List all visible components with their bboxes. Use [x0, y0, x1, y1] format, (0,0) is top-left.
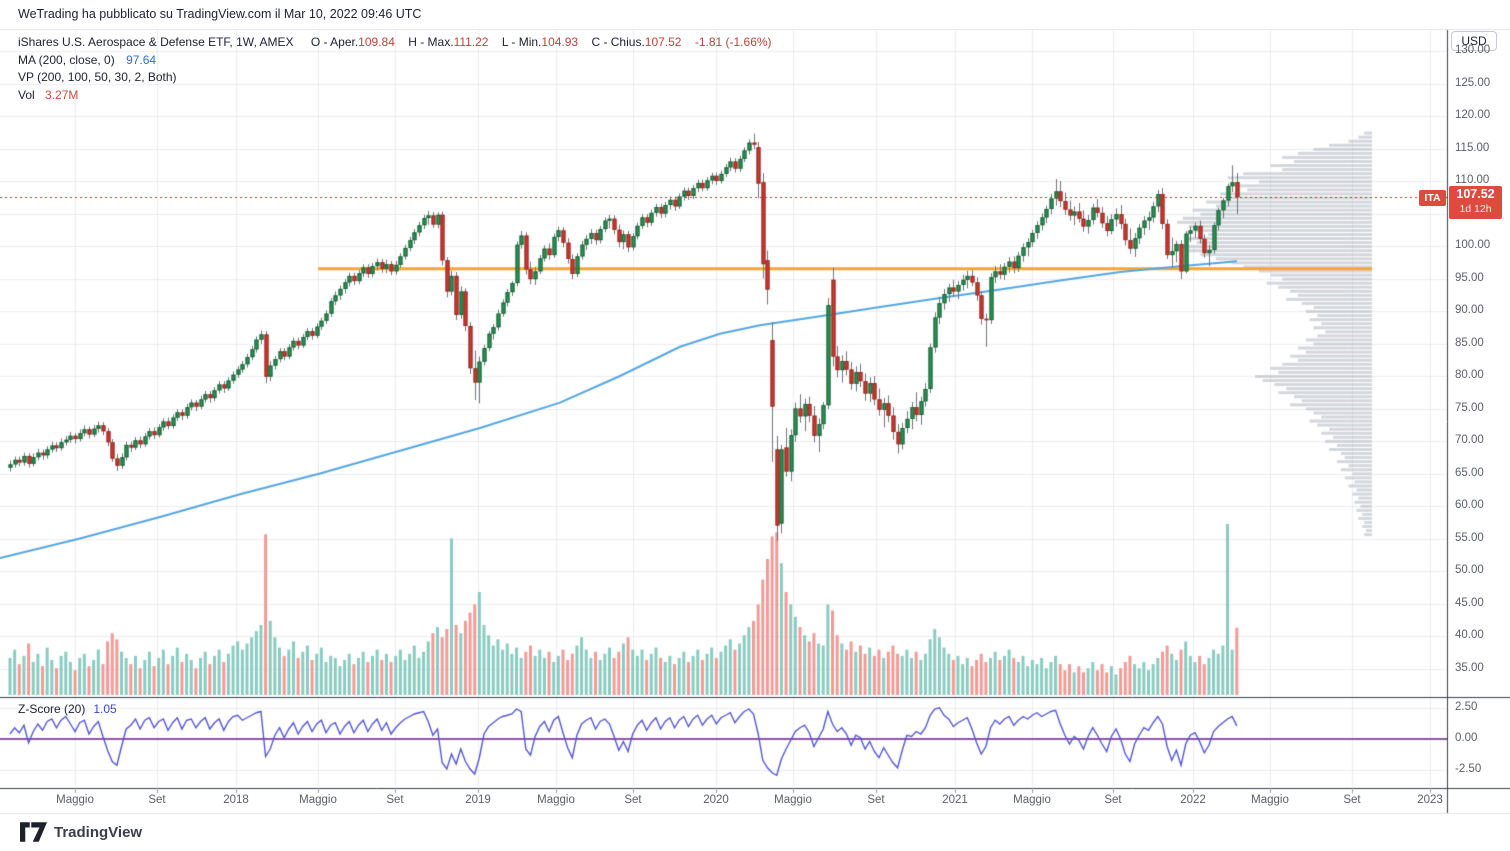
zscore-legend: Z-Score (20) 1.05 — [18, 702, 117, 716]
vol-label: Vol — [18, 87, 35, 102]
legend-vol-row: Vol 3.27M — [18, 87, 782, 105]
bar-countdown: 1d 12h — [1459, 203, 1492, 215]
ma-value: 97.64 — [126, 52, 157, 67]
close-label: C - Chius. — [591, 35, 645, 49]
tradingview-brand-text: TradingView — [54, 823, 143, 841]
legend-vp-row: VP (200, 100, 50, 30, 2, Both) — [18, 69, 782, 87]
chart-legend: iShares U.S. Aerospace & Defense ETF, 1W… — [18, 34, 782, 104]
vol-value: 3.27M — [45, 87, 79, 102]
high-label: H - Max. — [408, 35, 454, 49]
change-value: -1.81 (-1.66%) — [694, 35, 772, 49]
last-price-value: 107.52 — [1456, 187, 1495, 201]
tradingview-logo-icon — [20, 822, 47, 842]
low-label: L - Min. — [501, 35, 542, 49]
ma-label: MA (200, close, 0) — [18, 52, 115, 67]
legend-ma-row: MA (200, close, 0) 97.64 — [18, 52, 782, 70]
symbol-title: iShares U.S. Aerospace & Defense ETF, 1W… — [18, 35, 294, 49]
open-value: 109.84 — [358, 35, 395, 49]
legend-symbol-row: iShares U.S. Aerospace & Defense ETF, 1W… — [18, 34, 782, 52]
zscore-value: 1.05 — [93, 702, 117, 716]
tradingview-footer-link[interactable]: TradingView — [20, 822, 142, 842]
zscore-label: Z-Score (20) — [18, 702, 86, 716]
high-value: 111.22 — [453, 35, 489, 49]
open-label: O - Aper. — [310, 35, 359, 49]
close-value: 107.52 — [644, 35, 682, 49]
symbol-price-tag: ITA — [1419, 190, 1446, 206]
vp-label: VP (200, 100, 50, 30, 2, Both) — [18, 70, 177, 84]
low-value: 104.93 — [541, 35, 579, 49]
currency-usd-button[interactable]: USD — [1451, 31, 1497, 51]
last-price-tag: 107.52 1d 12h — [1449, 186, 1502, 219]
